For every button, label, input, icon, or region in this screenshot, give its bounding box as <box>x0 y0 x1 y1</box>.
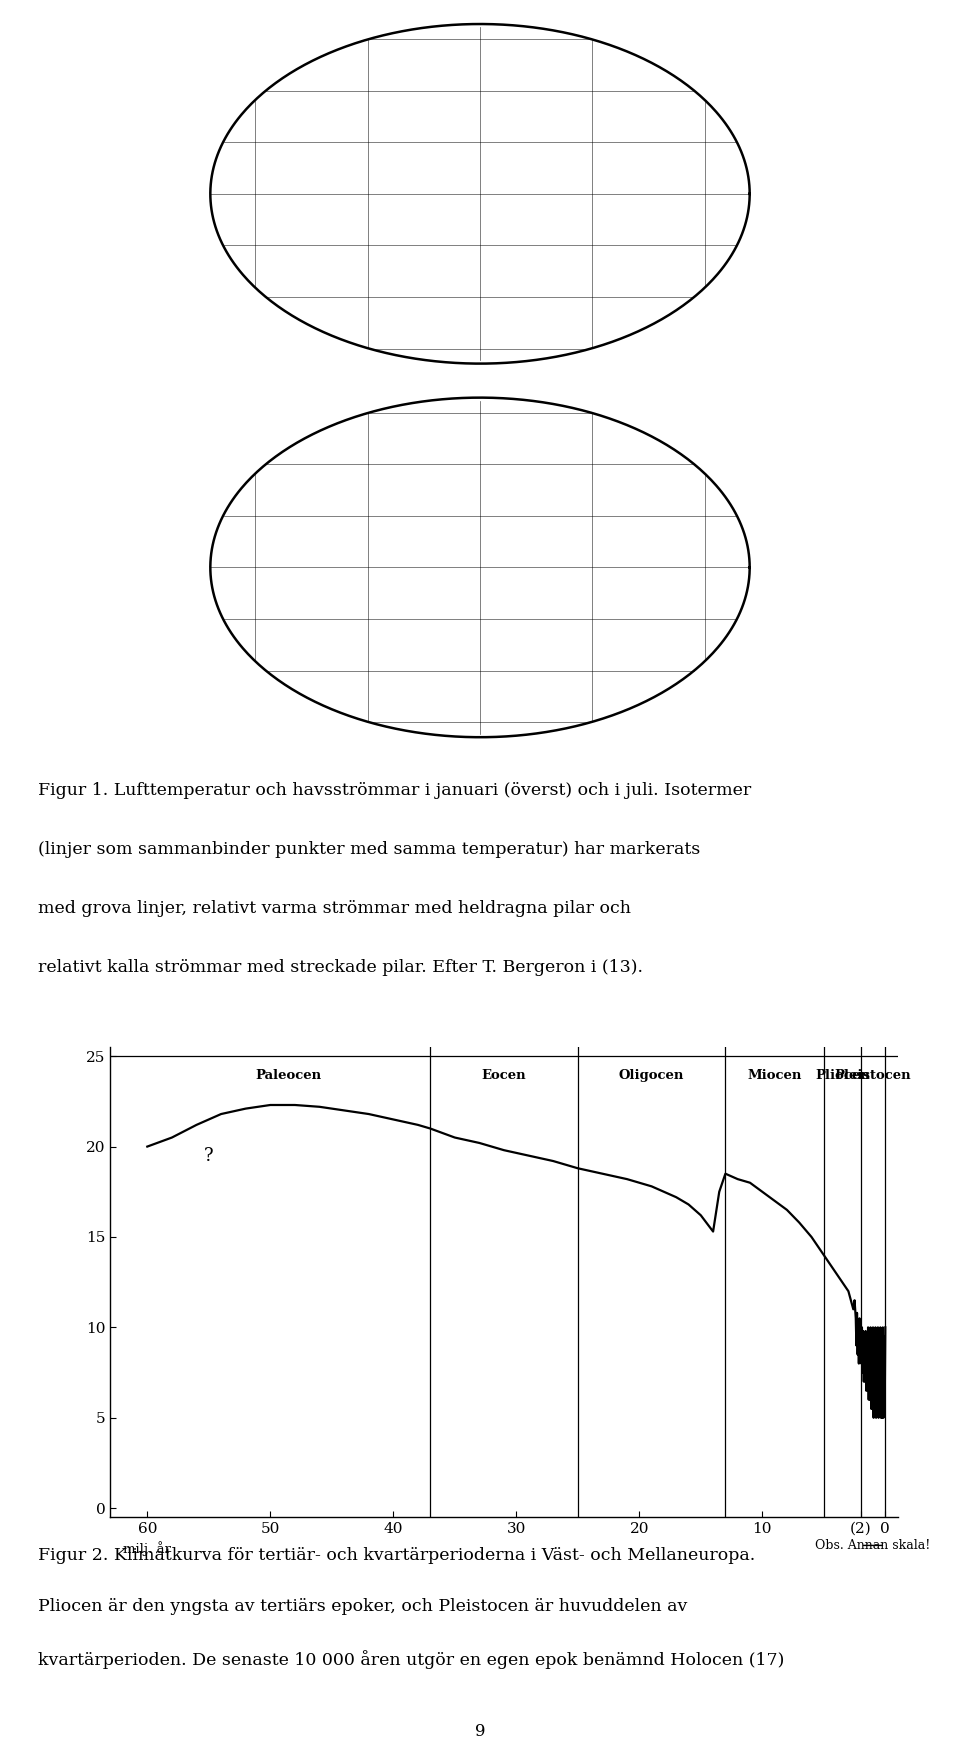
Text: Pliocen är den yngsta av tertiärs epoker, och Pleistocen är huvuddelen av: Pliocen är den yngsta av tertiärs epoker… <box>38 1598 687 1615</box>
Text: ?: ? <box>204 1147 214 1165</box>
Text: Miocen: Miocen <box>748 1068 802 1082</box>
Text: Pleistocen: Pleistocen <box>834 1068 911 1082</box>
Text: (linjer som sammanbinder punkter med samma temperatur) har markerats: (linjer som sammanbinder punkter med sam… <box>38 840 701 858</box>
Text: relativt kalla strömmar med streckade pilar. Efter T. Bergeron i (13).: relativt kalla strömmar med streckade pi… <box>38 959 643 975</box>
PathPatch shape <box>210 25 750 363</box>
Text: Figur 2. Klimatkurva för tertiär- och kvartärperioderna i Väst- och Mellaneuropa: Figur 2. Klimatkurva för tertiär- och kv… <box>38 1547 756 1565</box>
Text: milj. år: milj. år <box>123 1540 171 1556</box>
Text: 9: 9 <box>475 1722 485 1740</box>
Text: Figur 1. Lufttemperatur och havsströmmar i januari (överst) och i juli. Isoterme: Figur 1. Lufttemperatur och havsströmmar… <box>38 782 752 798</box>
Text: kvartärperioden. De senaste 10 000 åren utgör en egen epok benämnd Holocen (17): kvartärperioden. De senaste 10 000 åren … <box>38 1651 784 1668</box>
Text: Eocen: Eocen <box>482 1068 526 1082</box>
Text: Pliocen: Pliocen <box>815 1068 870 1082</box>
PathPatch shape <box>210 398 750 737</box>
Text: Oligocen: Oligocen <box>619 1068 684 1082</box>
Text: Paleocen: Paleocen <box>255 1068 322 1082</box>
Text: Obs. Annan skala!: Obs. Annan skala! <box>815 1538 930 1552</box>
Text: med grova linjer, relativt varma strömmar med heldragna pilar och: med grova linjer, relativt varma strömma… <box>38 900 632 917</box>
